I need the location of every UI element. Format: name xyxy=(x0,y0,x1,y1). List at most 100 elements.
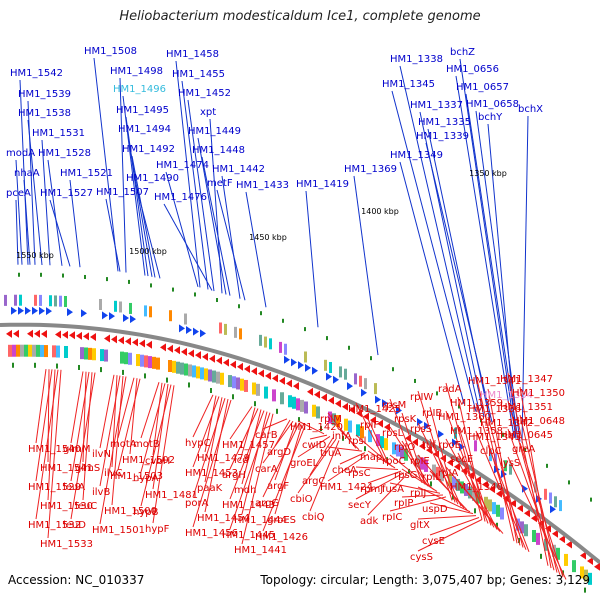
bottom-strand-arrow xyxy=(62,330,68,339)
bottom-strand-arrow xyxy=(160,343,166,352)
top-leader-line xyxy=(165,171,199,288)
top-leader-line xyxy=(216,189,246,301)
top-tick xyxy=(84,274,86,279)
bottom-strand-arrow xyxy=(181,347,187,356)
bottom-strand-arrow xyxy=(314,390,320,399)
bottom-cog-block xyxy=(44,345,48,358)
bottom-leader-line xyxy=(401,440,432,489)
bottom-tick xyxy=(584,587,586,593)
bottom-cog-block xyxy=(148,356,152,369)
bottom-gene-label: rpsC xyxy=(348,468,371,479)
top-cog-block xyxy=(269,338,272,350)
top-cog-block xyxy=(184,313,187,325)
bottom-strand-arrow xyxy=(237,362,243,371)
top-cog-block xyxy=(554,496,557,508)
bottom-gene-label: map xyxy=(360,452,382,463)
top-gene-label: HM1_1448 xyxy=(192,145,245,156)
bottom-leader-line xyxy=(262,418,288,430)
top-leader-line xyxy=(69,179,81,268)
bottom-gene-label: HM1_1444 xyxy=(234,515,287,526)
bottom-tick xyxy=(210,388,212,394)
bottom-cog-block xyxy=(220,372,224,385)
bottom-cog-block xyxy=(8,344,12,357)
bottom-leader-line xyxy=(192,394,214,438)
bottom-strand-arrow xyxy=(118,336,124,345)
top-gene-label: HM1_1369 xyxy=(344,164,397,175)
bottom-strand-arrow xyxy=(328,396,334,405)
top-cog-block xyxy=(534,481,537,493)
top-leader-line xyxy=(391,90,477,412)
bottom-leader-line xyxy=(229,410,265,500)
bottom-strand-arrow xyxy=(580,551,586,560)
bottom-strand-arrow xyxy=(349,406,355,415)
bottom-gene-label: HM1_1501 xyxy=(92,525,145,536)
bottom-leader-line xyxy=(519,442,564,578)
bottom-gene-label: secE xyxy=(450,454,473,465)
top-cog-block xyxy=(374,383,377,395)
bottom-cog-block xyxy=(204,368,208,381)
top-gene-label: HM1_1476 xyxy=(154,192,207,203)
bottom-cog-block xyxy=(228,375,232,388)
bottom-strand-arrow xyxy=(531,514,537,523)
top-gene-label: HM1_0656 xyxy=(446,64,499,75)
top-gene-label: HM1_1339 xyxy=(416,131,469,142)
bottom-cog-block xyxy=(452,476,456,489)
bottom-cog-block xyxy=(356,424,360,437)
bottom-gene-label: rpsG xyxy=(394,470,417,481)
bottom-leader-line xyxy=(417,486,471,513)
bottom-strand-arrow xyxy=(587,557,593,566)
top-cog-block xyxy=(49,295,52,307)
bottom-gene-label: ilvB xyxy=(92,487,110,498)
top-strand-arrow xyxy=(179,324,185,333)
top-leader-line xyxy=(465,93,519,441)
top-leader-line xyxy=(399,161,465,405)
bottom-gene-label: rpIO xyxy=(394,442,415,453)
bottom-tick xyxy=(276,408,278,414)
bottom-strand-arrow xyxy=(370,416,376,425)
bottom-leader-line xyxy=(140,383,166,473)
bottom-cog-block xyxy=(264,386,268,399)
bottom-cog-block xyxy=(208,369,212,382)
bottom-gene-label: cysE xyxy=(422,536,445,547)
bottom-leader-line xyxy=(47,369,62,539)
bottom-leader-line xyxy=(297,420,325,435)
bottom-cog-block xyxy=(584,569,588,582)
top-tick xyxy=(40,272,42,277)
position-label: 1400 kbp xyxy=(361,207,399,216)
bottom-leader-line xyxy=(82,372,93,501)
top-gene-label: HM1_1531 xyxy=(32,128,85,139)
bottom-cog-block xyxy=(124,352,128,365)
top-cog-block xyxy=(454,427,457,439)
top-gene-label: HM1_1527 xyxy=(40,188,93,199)
bottom-strand-arrow xyxy=(377,419,383,428)
bottom-leader-line xyxy=(241,407,256,455)
top-cog-block xyxy=(344,368,347,380)
bottom-gene-label: HM1_1454 xyxy=(197,513,250,524)
top-leader-line xyxy=(163,203,213,291)
bottom-cog-block xyxy=(424,459,428,472)
top-strand-arrow xyxy=(298,361,304,370)
bottom-gene-label: rpIW xyxy=(410,392,433,403)
bottom-gene-label: HM1_1358 xyxy=(450,426,503,437)
bottom-leader-line xyxy=(355,402,387,464)
bottom-strand-arrow xyxy=(146,340,152,349)
bottom-gene-label: rpsl xyxy=(348,436,366,447)
bottom-gene-label: clpC xyxy=(480,446,502,457)
bottom-gene-label: HM1_1503 xyxy=(110,471,163,482)
top-tick xyxy=(18,272,20,277)
bottom-leader-line xyxy=(117,378,141,471)
bottom-leader-line xyxy=(429,438,462,507)
top-leader-line xyxy=(459,58,517,439)
bottom-leader-line xyxy=(487,444,530,552)
bottom-cog-block xyxy=(436,466,440,479)
bottom-strand-arrow xyxy=(566,540,572,549)
bottom-tick xyxy=(188,382,190,388)
bottom-strand-arrow xyxy=(69,331,75,340)
bottom-leader-line xyxy=(429,517,480,536)
bottom-strand-arrow xyxy=(363,412,369,421)
bottom-gene-label: HM1_1453 xyxy=(185,468,238,479)
bottom-cog-block xyxy=(344,418,348,431)
bottom-cog-block xyxy=(212,370,216,383)
bottom-cog-block xyxy=(232,376,236,389)
bottom-cog-block xyxy=(28,344,32,357)
